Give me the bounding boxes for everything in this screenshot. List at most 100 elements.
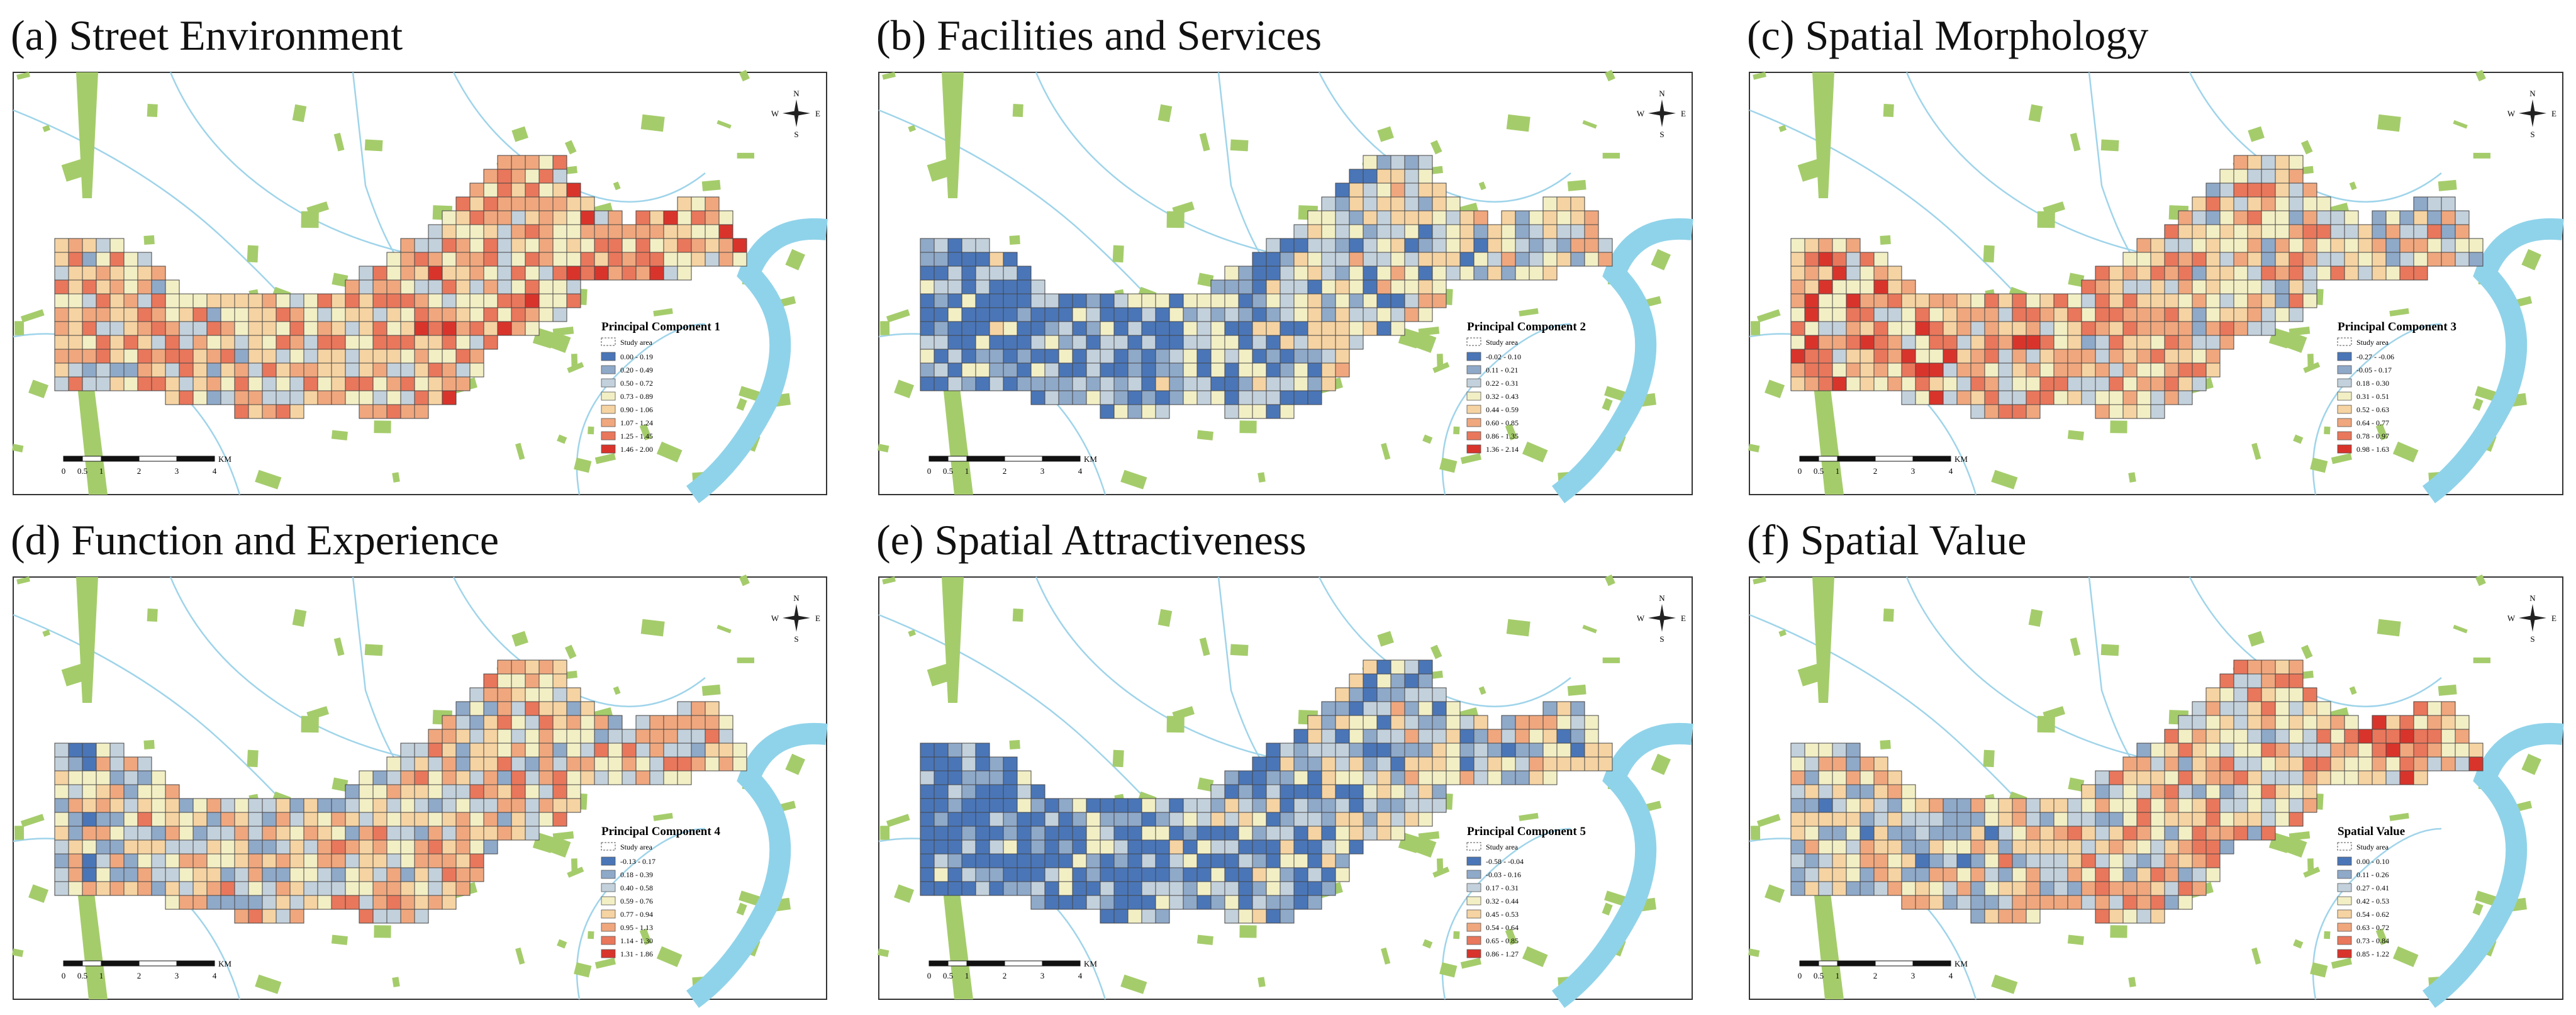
grid-cell bbox=[96, 252, 111, 267]
grid-cell bbox=[2178, 252, 2193, 267]
grid-cell bbox=[2026, 335, 2041, 350]
grid-cell bbox=[400, 321, 415, 336]
grid-cell bbox=[428, 729, 443, 744]
grid-cell bbox=[469, 349, 484, 364]
grid-cell bbox=[483, 715, 498, 730]
grid-cell bbox=[1418, 279, 1433, 294]
grid-cell bbox=[1307, 210, 1322, 225]
grid-cell bbox=[1584, 729, 1599, 744]
grid-cell bbox=[469, 839, 484, 855]
grid-cell bbox=[2164, 743, 2179, 758]
grid-cell bbox=[2413, 196, 2428, 211]
grid-cell bbox=[1804, 867, 1819, 882]
grid-cell bbox=[2039, 881, 2055, 896]
grid-cell bbox=[2012, 335, 2027, 350]
grid-cell bbox=[1459, 210, 1475, 225]
compass-label: S bbox=[794, 130, 798, 139]
grid-cell bbox=[1086, 321, 1101, 336]
grid-cell bbox=[961, 238, 976, 253]
grid-cell bbox=[54, 362, 69, 378]
grid-cell bbox=[2247, 321, 2262, 336]
grid-cell bbox=[497, 798, 512, 813]
grid-cell bbox=[2289, 155, 2304, 170]
grid-cell bbox=[1141, 853, 1156, 868]
grid-cell bbox=[359, 307, 374, 322]
grid-cell bbox=[1183, 798, 1198, 813]
grid-cell bbox=[1058, 362, 1073, 378]
green-patch bbox=[2475, 69, 2486, 82]
grid-cell bbox=[1418, 756, 1433, 771]
grid-cell bbox=[2053, 798, 2068, 813]
grid-cell bbox=[2330, 238, 2345, 253]
grid-cell bbox=[123, 826, 138, 841]
legend-label: 0.77 - 0.94 bbox=[620, 910, 653, 919]
grid-cell bbox=[2399, 756, 2414, 771]
grid-cell bbox=[934, 349, 949, 364]
grid-cell bbox=[1044, 293, 1059, 308]
grid-cell bbox=[1860, 362, 1875, 378]
green-patch bbox=[716, 120, 732, 129]
grid-cell bbox=[2247, 701, 2262, 716]
grid-cell bbox=[538, 266, 554, 281]
grid-cell bbox=[1266, 252, 1281, 267]
green-patch bbox=[364, 644, 383, 656]
grid-cell bbox=[1818, 853, 1833, 868]
grid-cell bbox=[2136, 404, 2151, 419]
grid-cell bbox=[975, 756, 990, 771]
grid-cell bbox=[1873, 252, 1888, 267]
grid-cell bbox=[2385, 252, 2400, 267]
grid-cell bbox=[96, 279, 111, 294]
grid-cell bbox=[289, 335, 304, 350]
grid-cell bbox=[2302, 770, 2317, 785]
grid-cell bbox=[1100, 853, 1115, 868]
green-patch bbox=[567, 866, 584, 878]
grid-cell bbox=[1072, 321, 1087, 336]
grid-cell bbox=[2427, 701, 2442, 716]
grid-cell bbox=[920, 266, 935, 281]
grid-cell bbox=[2026, 376, 2041, 391]
green-patch bbox=[1478, 686, 1486, 695]
grid-cell bbox=[1183, 376, 1198, 391]
grid-cell bbox=[2385, 266, 2400, 281]
grid-cell bbox=[1446, 266, 1461, 281]
grid-cell bbox=[1818, 826, 1833, 841]
grid-cell bbox=[1280, 404, 1295, 419]
grid-cell bbox=[1473, 743, 1488, 758]
grid-cell bbox=[975, 349, 990, 364]
grid-cell bbox=[1003, 770, 1018, 785]
grid-cell bbox=[469, 362, 484, 378]
grid-cell bbox=[1321, 826, 1336, 841]
grid-cell bbox=[96, 266, 111, 281]
grid-cell bbox=[1418, 169, 1433, 184]
grid-cell bbox=[663, 266, 678, 281]
grid-cell bbox=[1196, 895, 1212, 910]
grid-cell bbox=[455, 743, 471, 758]
grid-cell bbox=[2233, 770, 2248, 785]
grid-cell bbox=[483, 812, 498, 827]
grid-cell bbox=[1183, 839, 1198, 855]
grid-cell bbox=[1044, 362, 1059, 378]
grid-cell bbox=[414, 307, 429, 322]
grid-cell bbox=[469, 252, 484, 267]
grid-cell bbox=[220, 390, 235, 405]
grid-cell bbox=[1017, 307, 1032, 322]
grid-cell bbox=[1127, 798, 1142, 813]
grid-cell bbox=[2247, 196, 2262, 211]
legend-title: Principal Component 4 bbox=[601, 825, 720, 838]
grid-cell bbox=[276, 839, 291, 855]
grid-cell bbox=[54, 756, 69, 771]
grid-cell bbox=[1210, 853, 1225, 868]
grid-cell bbox=[442, 376, 457, 391]
grid-cell bbox=[54, 266, 69, 281]
grid-cell bbox=[345, 826, 360, 841]
grid-cell bbox=[2219, 335, 2234, 350]
grid-cell bbox=[206, 839, 221, 855]
grid-cell bbox=[1183, 881, 1198, 896]
grid-cell bbox=[538, 756, 554, 771]
grid-cell bbox=[2275, 196, 2290, 211]
grid-cell bbox=[303, 335, 318, 350]
grid-cell bbox=[2247, 729, 2262, 744]
grid-cell bbox=[1266, 349, 1281, 364]
grid-cell bbox=[1404, 784, 1419, 799]
grid-cell bbox=[2427, 224, 2442, 239]
